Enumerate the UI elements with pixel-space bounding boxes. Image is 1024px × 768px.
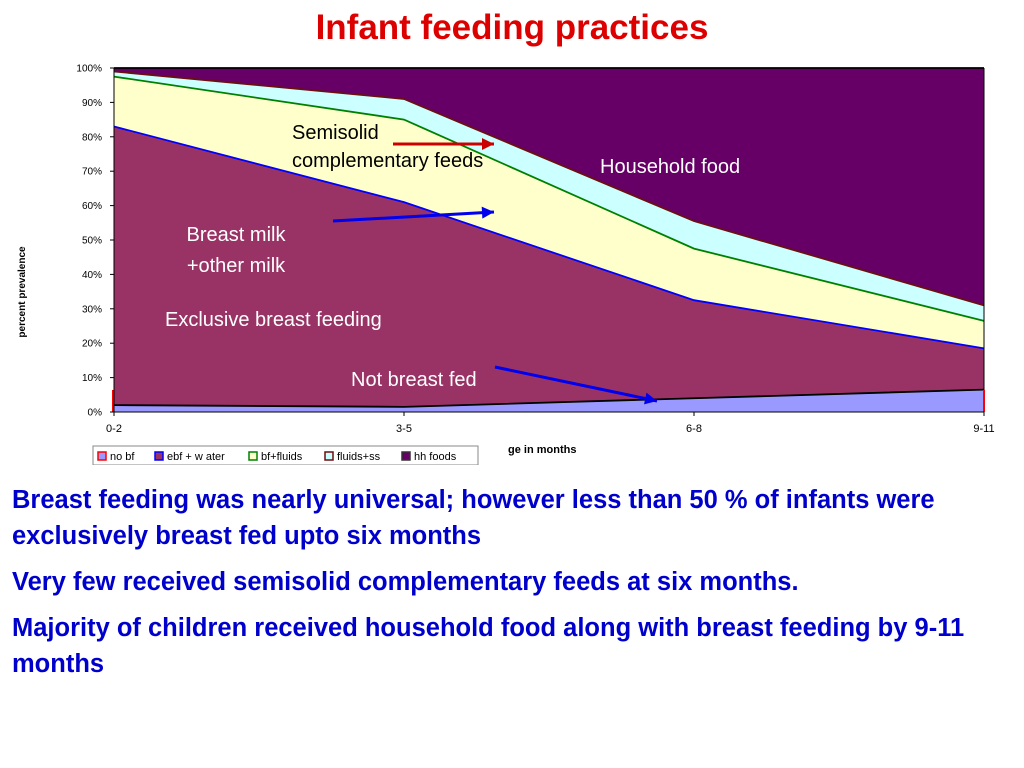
x-axis-label: ge in months <box>508 444 576 456</box>
y-tick-label: 70% <box>82 167 102 178</box>
series-boundary-line <box>113 70 985 307</box>
annotation-semisolid: Semisolid <box>292 122 379 144</box>
plot-area <box>112 67 985 412</box>
not-breast-fed-arrow <box>494 365 658 403</box>
series-boundary-line <box>113 388 985 408</box>
area-ebf-w-ater <box>114 126 984 407</box>
y-tick-label: 50% <box>82 236 102 247</box>
legend-swatch <box>401 451 411 461</box>
legend-swatch <box>324 451 334 461</box>
bullet-2: Very few received semisolid complementar… <box>12 568 799 596</box>
y-tick-label: 20% <box>82 339 102 350</box>
area-chart: 0% 10% 20% 30% 40% 50% 60% 70% 80% 90% 100% 0-2 3-5 6… <box>17 64 995 465</box>
series-boundary-line <box>113 75 985 322</box>
annotation-breast-milk: Breast milk <box>187 224 287 246</box>
annotation-arrows <box>332 138 658 405</box>
breast-milk-arrow-head <box>481 206 494 219</box>
annotation-other-milk: +other milk <box>187 255 286 277</box>
legend-swatch <box>154 451 164 461</box>
annotations: Semisolid complementary feeds Household fo… <box>165 122 740 391</box>
y-tick-label: 30% <box>82 304 102 315</box>
y-tick-label: 90% <box>82 98 102 109</box>
legend-swatch <box>248 451 258 461</box>
x-tick-label: 6-8 <box>686 423 702 435</box>
x-tick-label: 9-11 <box>973 423 994 435</box>
y-tick-label: 80% <box>82 132 102 143</box>
area-fluids-ss <box>114 71 984 321</box>
legend-label: no bf <box>110 451 135 463</box>
bullet-list: Breast feeding was nearly universal; how… <box>12 482 1012 692</box>
axes: 0% 10% 20% 30% 40% 50% 60% 70% 80% 90% 100% 0-2 3-5 6… <box>76 64 994 457</box>
slide-title: Infant feeding practices <box>315 8 709 47</box>
x-tick-label: 3-5 <box>396 423 412 435</box>
bullet-1: Breast feeding was nearly universal; how… <box>12 486 935 550</box>
annotation-complementary-feeds: complementary feeds <box>292 150 483 172</box>
annotation-exclusive-breast-feeding: Exclusive breast feeding <box>165 309 382 331</box>
not-breast-fed-arrow-head <box>644 392 657 405</box>
series-boundary-line <box>113 125 985 350</box>
y-tick-label: 60% <box>82 201 102 212</box>
breast-milk-arrow <box>332 210 495 223</box>
bullet-3: Majority of children received household … <box>12 614 965 678</box>
legend-label: fluids+ss <box>337 451 381 463</box>
y-tick-label: 40% <box>82 270 102 281</box>
legend-label: bf+fluids <box>261 451 303 463</box>
legend-swatch <box>97 451 107 461</box>
semisolid-arrow-head <box>482 138 494 150</box>
x-tick-label: 0-2 <box>106 423 122 435</box>
y-tick-label: 10% <box>82 373 102 384</box>
legend-label: hh foods <box>414 451 457 463</box>
legend: no bf ebf + w ater bf+fluids fluids+ss hh fo… <box>92 445 479 465</box>
legend-label: ebf + w ater <box>167 451 225 463</box>
area-bf-fluids <box>114 76 984 349</box>
annotation-household-food: Household food <box>600 156 740 178</box>
annotation-not-breast-fed: Not breast fed <box>351 369 477 391</box>
y-tick-label: 100% <box>76 64 102 75</box>
area-hh-foods <box>114 68 984 306</box>
legend-box <box>92 445 479 465</box>
y-axis-label: percent prevalence <box>17 246 28 338</box>
y-tick-label: 0% <box>88 408 103 419</box>
